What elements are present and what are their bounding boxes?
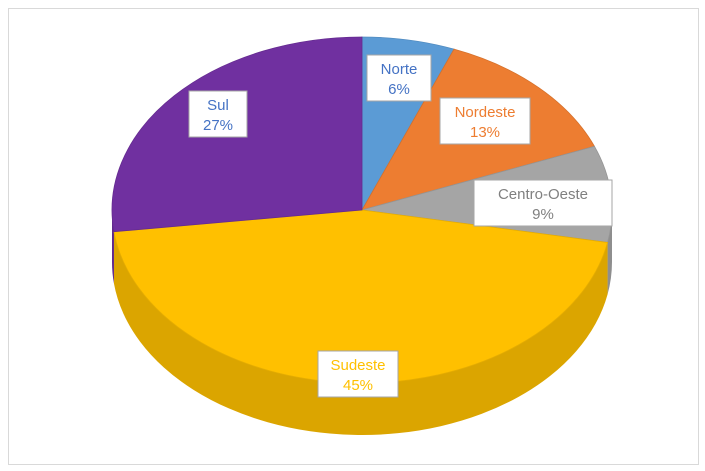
data-label-percent: 45% <box>343 377 373 394</box>
data-label-box <box>439 97 531 145</box>
data-label-box <box>188 90 248 138</box>
pie-side-layer <box>112 210 612 435</box>
pie-side-sudeste <box>113 231 608 435</box>
data-label-percent: 9% <box>532 206 554 223</box>
pie-side-sul <box>112 210 114 284</box>
pie-label-layer: Norte 6% Nordeste 13% Centro-Oeste 9% Sudeste 4… <box>188 54 613 398</box>
data-label-category: Sul <box>207 97 229 114</box>
data-label-sul: Sul 27% <box>188 90 248 138</box>
data-label-category: Centro-Oeste <box>498 186 588 203</box>
data-label-box <box>366 54 432 102</box>
data-label-box <box>317 350 399 398</box>
data-label-box <box>473 179 613 227</box>
data-label-sudeste: Sudeste 45% <box>317 350 399 398</box>
pie-side-centro-oeste <box>607 210 612 295</box>
data-label-centro-oeste: Centro-Oeste 9% <box>473 179 613 227</box>
data-label-category: Norte <box>381 61 418 78</box>
data-label-category: Sudeste <box>330 357 385 374</box>
data-label-percent: 13% <box>470 124 500 141</box>
data-label-percent: 6% <box>388 81 410 98</box>
data-label-percent: 27% <box>203 117 233 134</box>
data-label-category: Nordeste <box>455 104 516 121</box>
data-label-nordeste: Nordeste 13% <box>439 97 531 145</box>
data-label-norte: Norte 6% <box>366 54 432 102</box>
